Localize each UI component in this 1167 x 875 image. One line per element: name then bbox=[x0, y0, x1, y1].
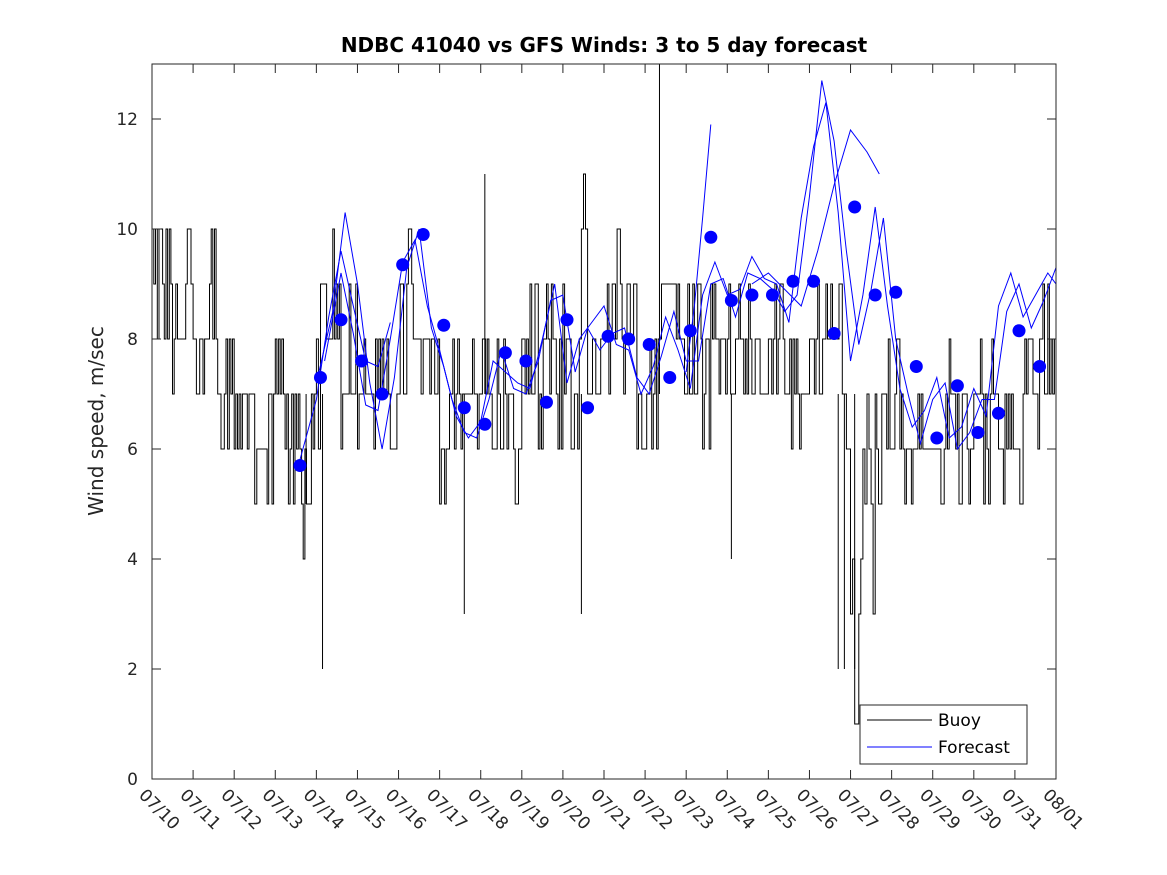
forecast-point bbox=[622, 332, 636, 346]
forecast-point bbox=[868, 288, 882, 302]
forecast-point bbox=[1033, 360, 1047, 373]
forecast-point bbox=[930, 431, 944, 445]
forecast-point bbox=[581, 401, 595, 415]
forecast-point bbox=[478, 417, 492, 431]
legend-box bbox=[859, 704, 1028, 765]
plot-series-group bbox=[152, 64, 1056, 725]
forecast-point bbox=[355, 354, 369, 368]
forecast-point bbox=[498, 346, 512, 360]
forecast-point bbox=[683, 324, 697, 338]
forecast-point bbox=[642, 338, 656, 351]
forecast-point bbox=[745, 288, 759, 302]
forecast-point bbox=[889, 285, 903, 299]
y-tick-label: 0 bbox=[127, 770, 138, 790]
forecast-point bbox=[724, 294, 738, 307]
forecast-line-2 bbox=[324, 80, 1056, 451]
y-tick-label: 4 bbox=[127, 550, 138, 570]
forecast-point bbox=[334, 313, 348, 327]
forecast-line-0 bbox=[299, 250, 391, 461]
forecast-point bbox=[991, 406, 1005, 420]
forecast-point bbox=[293, 459, 307, 472]
forecast-point bbox=[848, 200, 862, 214]
legend-buoy-label: Buoy bbox=[938, 711, 981, 731]
forecast-point bbox=[786, 274, 800, 288]
forecast-point bbox=[457, 401, 471, 415]
legend: Buoy Forecast bbox=[859, 704, 1028, 765]
plot-area bbox=[152, 64, 1056, 779]
forecast-point bbox=[416, 228, 430, 241]
forecast-point bbox=[765, 288, 779, 302]
forecast-point bbox=[601, 329, 615, 343]
data-layer bbox=[152, 64, 1056, 725]
y-tick-label: 10 bbox=[116, 220, 138, 240]
forecast-point bbox=[437, 318, 451, 332]
y-tick-label: 8 bbox=[127, 330, 138, 350]
forecast-point bbox=[313, 371, 327, 384]
forecast-line-3 bbox=[751, 128, 880, 307]
forecast-point bbox=[396, 258, 410, 272]
forecast-point bbox=[909, 360, 923, 373]
chart-title: NDBC 41040 vs GFS Winds: 3 to 5 day fore… bbox=[341, 33, 868, 57]
y-tick-label: 2 bbox=[127, 660, 138, 680]
y-tick-label: 6 bbox=[127, 440, 138, 460]
forecast-point bbox=[950, 379, 964, 393]
forecast-point bbox=[539, 395, 553, 409]
buoy-line bbox=[152, 173, 1056, 725]
y-axis-label: Wind speed, m/sec bbox=[84, 326, 108, 516]
forecast-point bbox=[519, 354, 533, 368]
y-tick-label: 12 bbox=[116, 110, 138, 130]
forecast-point bbox=[560, 313, 574, 327]
forecast-point bbox=[375, 387, 389, 401]
forecast-point bbox=[807, 274, 821, 288]
forecast-line-4 bbox=[685, 124, 712, 373]
forecast-point bbox=[827, 327, 841, 340]
forecast-point bbox=[663, 371, 677, 384]
legend-forecast-label: Forecast bbox=[938, 738, 1010, 758]
forecast-point bbox=[1012, 324, 1026, 338]
forecast-point bbox=[971, 426, 985, 439]
forecast-point bbox=[704, 230, 718, 244]
